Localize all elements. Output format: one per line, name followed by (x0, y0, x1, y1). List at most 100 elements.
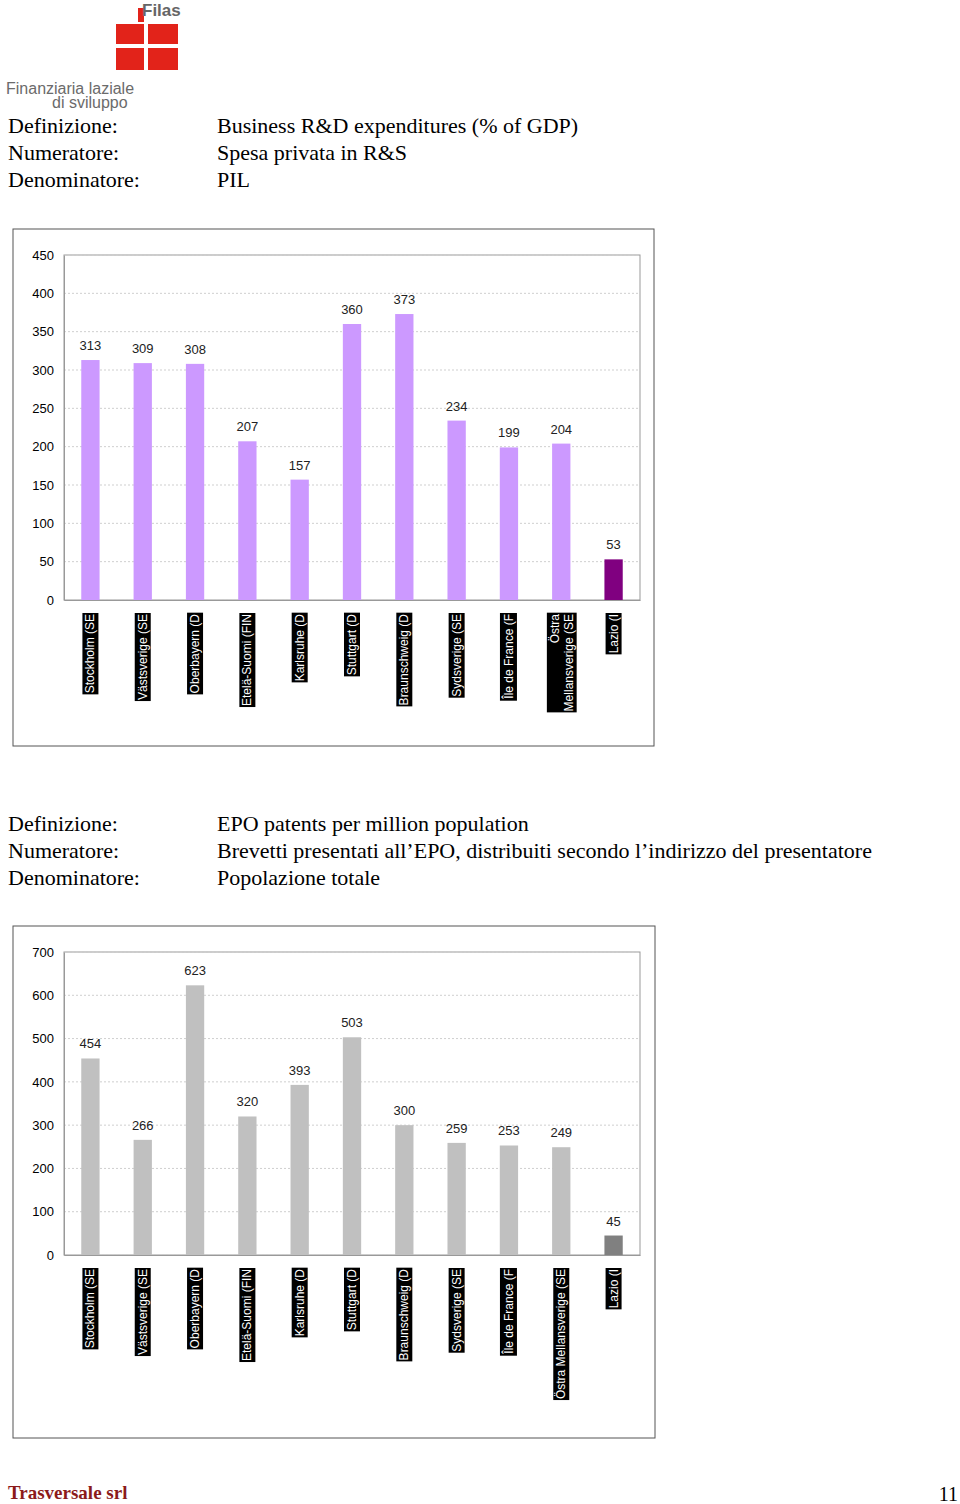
bar (343, 1037, 361, 1255)
y-tick: 400 (32, 286, 64, 301)
bar (447, 1143, 465, 1255)
x-tick-label: Östra Mellansverige (SE (554, 1269, 568, 1399)
grid-line (64, 255, 640, 256)
y-tick-label: 500 (32, 1031, 54, 1046)
x-tick-label-bg (449, 1268, 465, 1353)
data-label: 309 (132, 341, 154, 356)
y-tick-label: 200 (32, 1161, 54, 1176)
y-tick-label: 200 (32, 439, 54, 454)
bar (552, 444, 570, 600)
y-tick: 250 (32, 401, 64, 416)
x-tick: Etelä-Suomi (FIN (239, 600, 255, 707)
y-tick-label: 0 (47, 1248, 54, 1263)
x-tick-label-bg (135, 613, 151, 701)
x-tick: Lazio (I (606, 1255, 622, 1309)
bar (186, 985, 204, 1255)
x-tick-label-bg (135, 1268, 151, 1356)
bar (134, 1140, 152, 1255)
x-tick: Västsverige (SE (135, 600, 151, 701)
y-tick: 50 (40, 554, 64, 569)
footer-company: Trasversale srl (8, 1482, 127, 1503)
bar (447, 421, 465, 600)
data-label: 266 (132, 1118, 154, 1133)
x-tick: ÖstraMellansverige (SE (547, 600, 577, 712)
y-tick: 200 (32, 1161, 64, 1176)
x-tick-label-bg (239, 613, 255, 707)
bar (343, 324, 361, 600)
data-label: 207 (237, 419, 259, 434)
data-label: 393 (289, 1063, 311, 1078)
x-tick-label-bg (500, 1268, 517, 1356)
x-tick-label-bg (292, 1268, 308, 1338)
y-axis: 050100150200250300350400450 (32, 248, 64, 608)
x-tick-label-bg (606, 1268, 622, 1309)
bar (134, 363, 152, 600)
data-label: 234 (446, 399, 468, 414)
bar (291, 480, 309, 600)
x-tick-label: Karlsruhe (D (293, 1269, 307, 1337)
x-tick-label-bg (344, 1268, 360, 1332)
y-tick: 200 (32, 439, 64, 454)
y-tick-label: 400 (32, 1075, 54, 1090)
data-label: 503 (341, 1015, 363, 1030)
x-tick-label: Braunschweig (D (397, 1269, 411, 1361)
definition-label: Denominatore: (8, 865, 140, 890)
x-tick-label: Lazio (I (607, 1269, 621, 1308)
y-tick-label: 50 (40, 554, 54, 569)
y-tick-label: 250 (32, 401, 54, 416)
x-tick-label: Braunschweig (D (397, 614, 411, 706)
x-tick-label-bg (500, 613, 517, 701)
x-tick-label-bg (239, 1268, 255, 1362)
bar (500, 447, 518, 600)
x-tick-label: Île de France (F (501, 1269, 516, 1355)
data-label: 249 (550, 1125, 572, 1140)
y-tick: 0 (47, 1248, 64, 1263)
definition-block: Definizione:Business R&D expenditures (%… (8, 113, 578, 192)
x-tick-label: Sydsverige (SE (450, 1269, 464, 1352)
logo-brand: Filas (142, 1, 181, 20)
x-tick: Stuttgart (D (344, 600, 360, 676)
chart-frame (13, 229, 654, 746)
data-label: 308 (184, 342, 206, 357)
bar (81, 360, 99, 600)
y-tick-label: 400 (32, 286, 54, 301)
grid-line (64, 995, 640, 996)
data-label: 204 (550, 422, 572, 437)
bar (291, 1085, 309, 1255)
x-tick: Lazio (I (606, 600, 622, 654)
data-labels: 45426662332039350330025925324945 (80, 963, 621, 1228)
bars (81, 314, 622, 600)
page-number: 11 (939, 1483, 958, 1504)
x-tick-label-bg (344, 613, 360, 677)
definition-label: Definizione: (8, 811, 118, 836)
y-tick: 0 (47, 593, 64, 608)
x-tick-label: Île de France (F (501, 614, 516, 700)
y-tick: 450 (32, 248, 64, 263)
y-tick: 100 (32, 1204, 64, 1219)
y-axis-line (64, 953, 65, 1256)
logo-shape (116, 24, 144, 44)
x-tick: Karlsruhe (D (292, 600, 308, 682)
page-svg: FilasFinanziaria lazialedi sviluppoDefin… (0, 0, 960, 1504)
y-tick: 300 (32, 363, 64, 378)
bar (186, 364, 204, 600)
definition-text: Popolazione totale (217, 865, 380, 890)
y-tick: 100 (32, 516, 64, 531)
x-axis: Stockholm (SEVästsverige (SEOberbayern (… (65, 1255, 641, 1400)
x-tick: Etelä-Suomi (FIN (239, 1255, 255, 1362)
y-tick: 700 (32, 945, 64, 960)
x-tick: Sydsverige (SE (449, 1255, 465, 1353)
bar (395, 1125, 413, 1255)
definition-text: Business R&D expenditures (% of GDP) (217, 113, 578, 138)
x-axis-line (65, 600, 641, 601)
x-tick-label: Sydsverige (SE (450, 614, 464, 697)
x-tick-label-bg (606, 613, 622, 654)
y-axis-line (64, 256, 65, 601)
definition-block: Definizione:EPO patents per million popu… (8, 811, 872, 890)
x-tick-label-bg (396, 613, 412, 707)
x-tick-label-bg (449, 613, 465, 698)
footer: Trasversale srl 11 (8, 1482, 958, 1504)
y-tick-label: 150 (32, 478, 54, 493)
x-tick-label-bg (547, 613, 577, 713)
x-tick-label: Oberbayern (D (188, 1269, 202, 1349)
